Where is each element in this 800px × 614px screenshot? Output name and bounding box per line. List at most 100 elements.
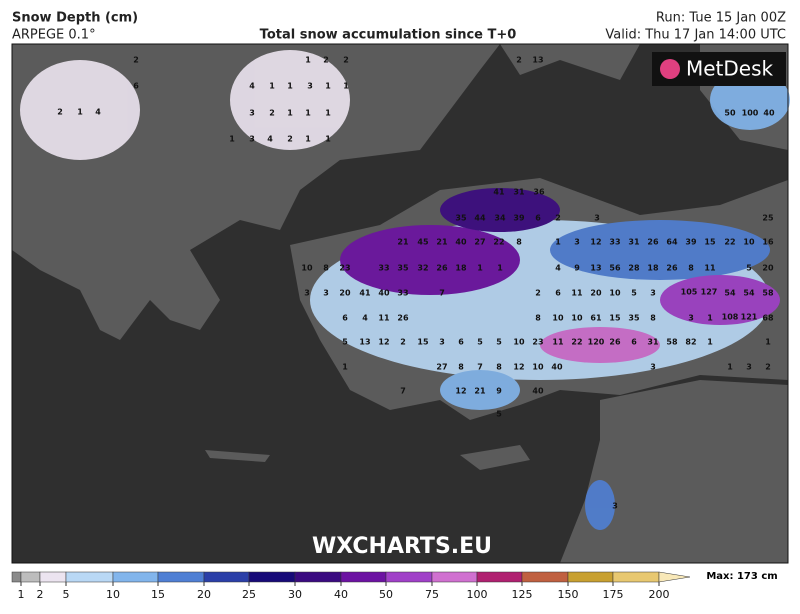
legend-swatch [203,571,250,583]
map-label: 2 [516,56,522,65]
map-label: 121 [741,313,758,322]
snow-patch [660,275,780,325]
map-label: 56 [609,264,621,273]
map-label: 7 [477,363,483,372]
valid: Valid: Thu 17 Jan 14:00 UTC [605,28,786,43]
map-label: 120 [588,338,605,347]
map-label: 16 [762,238,774,247]
map-label: 2 [343,56,349,65]
map-label: 2 [133,56,139,65]
map-label: 34 [494,214,506,223]
map-label: 50 [724,109,736,118]
map-frame [11,43,789,564]
map-label: 40 [532,387,544,396]
map-label: 18 [455,264,467,273]
map-label: 11 [552,338,564,347]
map-label: 1 [305,135,311,144]
map-label: 27 [436,363,447,372]
map-label: 40 [455,238,467,247]
snow-patch [230,50,350,150]
map: 2 1 2 2 2 136 4 1 1 3 1 12 1 4 3 2 1 1 1 50 100 401 3 4 2 1 141 31 3… [11,43,790,564]
map-label: 7 [400,387,406,396]
map-label: 11 [378,314,390,323]
map-label: 32 [417,264,428,273]
map-label: 15 [609,314,621,323]
map-label: 1 [305,109,311,118]
map-label: 5 [631,289,637,298]
map-label: 1 [229,135,235,144]
map-label: 39 [513,214,525,223]
map-label: 1 [325,135,331,144]
map-label: 10 [301,264,313,273]
levant [560,380,788,563]
map-label: 3 [650,363,656,372]
legend-swatch [431,571,478,583]
map-label: 21 [436,238,448,247]
legend-label: 125 [512,588,533,601]
map-label: 22 [724,238,735,247]
map-label: 25 [762,214,774,223]
legend-label: 15 [151,588,165,601]
legend-swatch [340,571,387,583]
legend-label: 50 [379,588,393,601]
model: ARPEGE 0.1° [12,28,96,43]
legend-swatch [294,571,342,583]
legend-label: 30 [288,588,302,601]
map-label: 1 [325,82,331,91]
map-label: 1 [77,108,83,117]
legend: 1 2 5 10 15 20 25 30 40 50 75 100 125 150 175 200 [11,571,691,601]
legend-swatch [39,571,67,583]
map-label: 10 [743,238,755,247]
snow-cover [20,50,790,530]
map-label: 8 [516,238,522,247]
map-label: 41 [493,188,505,197]
legend-label: 200 [649,588,670,601]
subtitle: Total snow accumulation since T+0 [260,28,517,43]
map-label: 6 [133,82,139,91]
map-label: 8 [458,363,464,372]
map-label: 4 [267,135,273,144]
map-label: 12 [590,238,601,247]
legend-label: 40 [334,588,348,601]
map-label: 5 [746,264,752,273]
logo: MetDesk [686,57,774,81]
legend-swatch [567,571,614,583]
map-label: 23 [339,264,350,273]
legend-swatch [658,571,691,583]
map-label: 9 [496,387,502,396]
legend-label: 2 [37,588,44,601]
run: Run: Tue 15 Jan 00Z [656,11,786,26]
crete [205,450,270,462]
map-label: 26 [647,238,659,247]
map-label: 26 [397,314,409,323]
snow-patch [340,225,520,295]
map-label: 10 [571,314,583,323]
map-label: 33 [378,264,389,273]
map-label: 1 [325,109,331,118]
map-label: 64 [666,238,678,247]
map-label: 12 [513,363,524,372]
map-label: 5 [477,338,483,347]
map-label: 22 [493,238,504,247]
map-label: 1 [727,363,733,372]
legend-label: 20 [197,588,211,601]
map-label: 1 [287,109,293,118]
snow-patch [440,370,520,410]
map-label: 1 [707,314,713,323]
map-label: 31 [628,238,640,247]
map-label: 26 [666,264,678,273]
map-label: 61 [590,314,602,323]
map-label: 3 [323,289,329,298]
legend-swatch [112,571,159,583]
legend-swatch [20,571,41,583]
map-label: 15 [704,238,716,247]
legend-swatch [521,571,569,583]
map-label: 2 [269,109,275,118]
map-label: 8 [688,264,694,273]
map-label: 4 [95,108,101,117]
map-label: 11 [571,289,583,298]
map-label: 1 [765,338,771,347]
map-label: 8 [535,314,541,323]
snow-patch [440,188,560,232]
map-label: 20 [590,289,602,298]
